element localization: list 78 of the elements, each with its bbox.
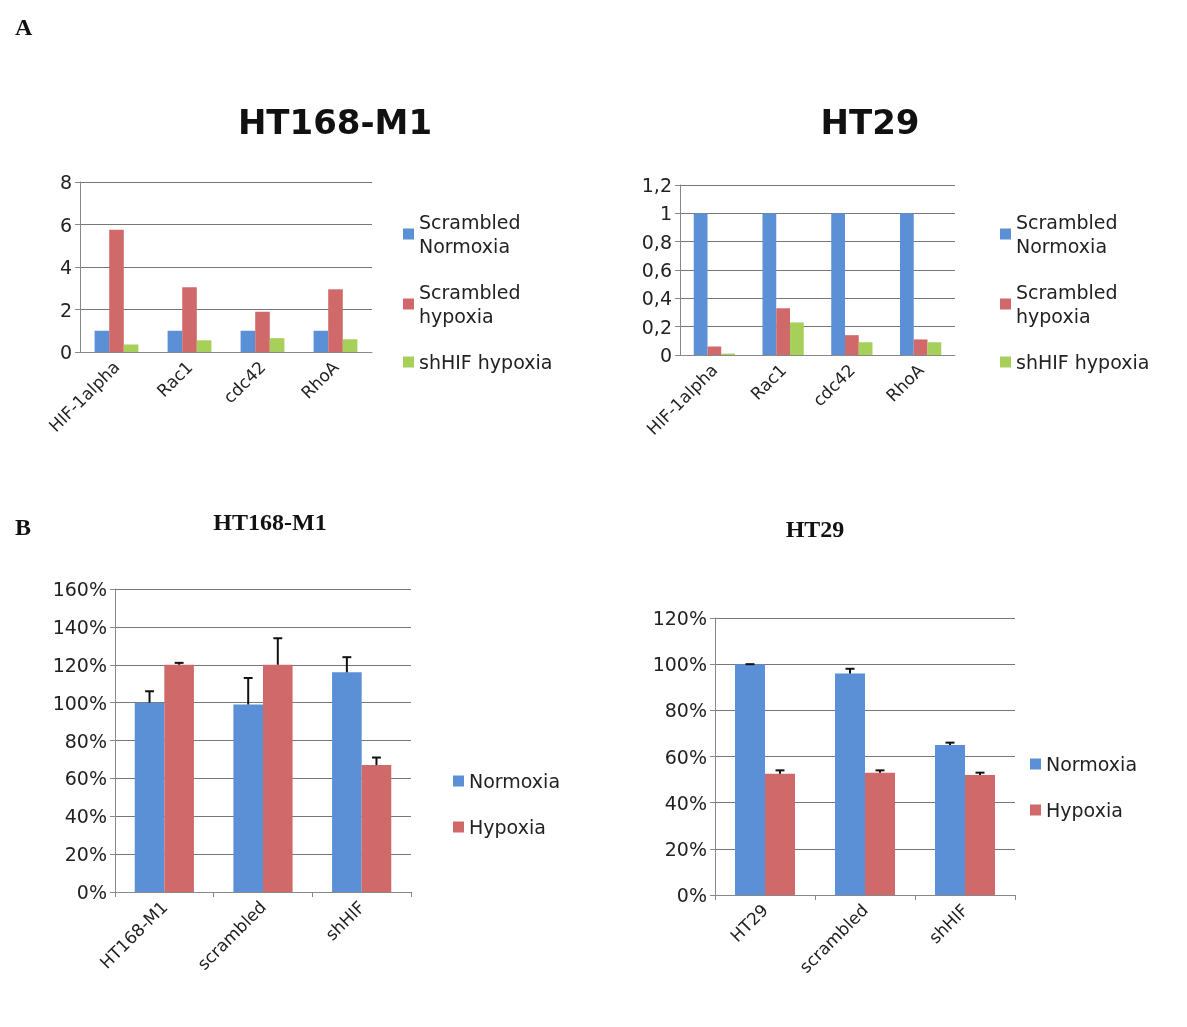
bar: [164, 664, 194, 892]
bar: [109, 229, 124, 352]
bar: [240, 330, 256, 352]
bar: [182, 287, 197, 352]
legend-label: Scrambled hypoxia: [419, 281, 527, 327]
bar: [765, 773, 795, 895]
bar: [233, 704, 263, 892]
bar: [313, 330, 329, 352]
y-tick-label: 1: [659, 202, 672, 225]
y-tick-label: 2: [59, 298, 72, 321]
bar: [927, 342, 942, 355]
bar: [965, 774, 995, 895]
bar: [693, 213, 708, 355]
y-tick-label: 100%: [52, 691, 107, 714]
chart-title: HT168-M1: [237, 102, 433, 142]
text: A: [15, 14, 33, 40]
chart-title: HT168-M1: [213, 509, 327, 535]
y-tick-label: 120%: [52, 653, 107, 676]
legend-label: Hypoxia: [469, 816, 546, 838]
bar: [858, 342, 873, 355]
y-tick-label: 0,4: [641, 287, 672, 310]
y-tick-label: 20%: [64, 843, 107, 866]
bar: [328, 289, 343, 352]
bar: [94, 330, 110, 352]
bar: [845, 335, 859, 355]
y-tick-label: 0,6: [641, 259, 672, 281]
legend-label: Scrambled Normoxia: [419, 211, 527, 257]
legend-label: Scrambled Normoxia: [1016, 211, 1124, 257]
y-tick-label: 140%: [52, 615, 107, 638]
y-tick-label: 80%: [664, 699, 707, 722]
bar: [361, 765, 392, 892]
y-tick-label: 120%: [652, 607, 707, 629]
chart-title: HT29: [820, 102, 920, 142]
bar: [167, 330, 183, 352]
y-tick-label: 40%: [664, 791, 707, 814]
y-tick-label: 0: [659, 344, 672, 366]
legend-label: Normoxia: [1046, 753, 1138, 775]
y-tick-label: 0: [59, 341, 72, 363]
y-tick-label: 0,2: [641, 315, 672, 338]
bar: [735, 664, 765, 895]
bar: [269, 338, 285, 352]
bar: [342, 339, 358, 352]
bar: [935, 744, 965, 895]
bar: [865, 772, 895, 895]
bar: [332, 672, 362, 892]
legend-label: shHIF hypoxia: [419, 351, 553, 373]
y-tick-label: 1,2: [641, 174, 672, 196]
bar: [263, 664, 293, 892]
y-tick-label: 4: [59, 256, 72, 278]
bar: [255, 311, 270, 352]
bar: [776, 308, 790, 355]
y-tick-label: 40%: [64, 805, 107, 828]
y-tick-label: 60%: [664, 745, 707, 768]
bar: [835, 673, 865, 895]
text: B: [15, 514, 32, 540]
y-tick-label: 160%: [52, 578, 107, 600]
bar: [831, 213, 845, 355]
y-tick-label: 80%: [64, 729, 107, 752]
y-tick-label: 0,8: [641, 230, 672, 253]
y-tick-label: 60%: [64, 767, 107, 790]
y-tick-label: 0%: [676, 884, 707, 906]
legend-label: Normoxia: [469, 770, 561, 792]
y-tick-label: 100%: [652, 653, 707, 676]
y-tick-label: 8: [59, 171, 72, 193]
y-tick-label: 0%: [76, 881, 107, 903]
chart-title: HT29: [785, 516, 845, 542]
bar: [134, 702, 165, 892]
bar: [790, 322, 804, 355]
bar: [196, 340, 212, 352]
bar: [123, 344, 139, 352]
y-tick-label: 6: [59, 213, 72, 236]
legend-label: Hypoxia: [1046, 799, 1123, 821]
y-tick-label: 20%: [664, 837, 707, 860]
bar: [762, 213, 777, 355]
bar: [913, 339, 928, 355]
legend-label: Scrambled hypoxia: [1016, 281, 1124, 327]
legend-label: shHIF hypoxia: [1016, 351, 1150, 373]
bar: [900, 213, 914, 355]
